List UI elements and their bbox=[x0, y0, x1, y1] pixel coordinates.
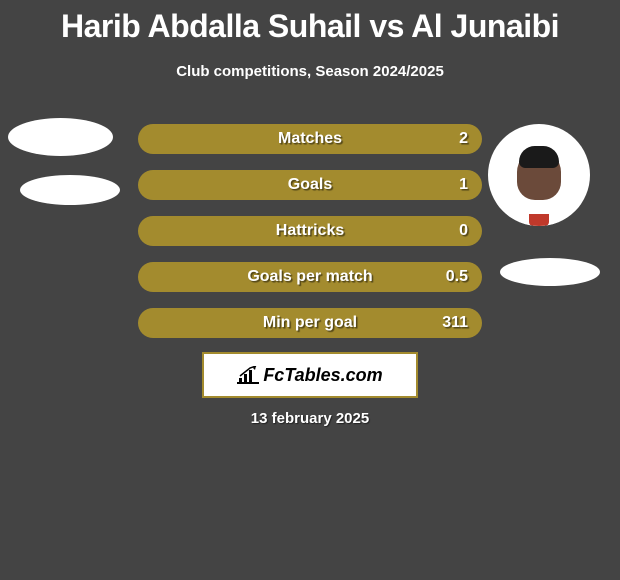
avatar-collar bbox=[529, 214, 549, 226]
stat-value: 0 bbox=[459, 222, 468, 240]
logo-text: FcTables.com bbox=[263, 365, 382, 386]
player2-avatar-shadow bbox=[500, 258, 600, 286]
stat-row-min-per-goal: Min per goal 311 bbox=[138, 308, 482, 338]
player2-avatar bbox=[488, 124, 590, 226]
avatar-head bbox=[517, 150, 561, 200]
stat-label: Goals per match bbox=[247, 268, 372, 286]
stat-value: 311 bbox=[442, 314, 468, 332]
stat-label: Goals bbox=[288, 176, 332, 194]
stat-label: Matches bbox=[278, 130, 342, 148]
page-subtitle: Club competitions, Season 2024/2025 bbox=[0, 63, 620, 80]
stat-value: 1 bbox=[459, 176, 468, 194]
stat-label: Min per goal bbox=[263, 314, 357, 332]
stat-label: Hattricks bbox=[276, 222, 344, 240]
stat-value: 0.5 bbox=[446, 268, 468, 286]
date-label: 13 february 2025 bbox=[251, 410, 369, 427]
chart-icon bbox=[237, 366, 259, 384]
page-title: Harib Abdalla Suhail vs Al Junaibi bbox=[0, 0, 620, 45]
player1-avatar-placeholder-1 bbox=[8, 118, 113, 156]
stats-container: Matches 2 Goals 1 Hattricks 0 Goals per … bbox=[138, 124, 482, 354]
stat-value: 2 bbox=[459, 130, 468, 148]
stat-row-matches: Matches 2 bbox=[138, 124, 482, 154]
fctables-logo-box: FcTables.com bbox=[202, 352, 418, 398]
stat-row-goals-per-match: Goals per match 0.5 bbox=[138, 262, 482, 292]
stat-row-hattricks: Hattricks 0 bbox=[138, 216, 482, 246]
stat-row-goals: Goals 1 bbox=[138, 170, 482, 200]
player1-avatar-placeholder-2 bbox=[20, 175, 120, 205]
